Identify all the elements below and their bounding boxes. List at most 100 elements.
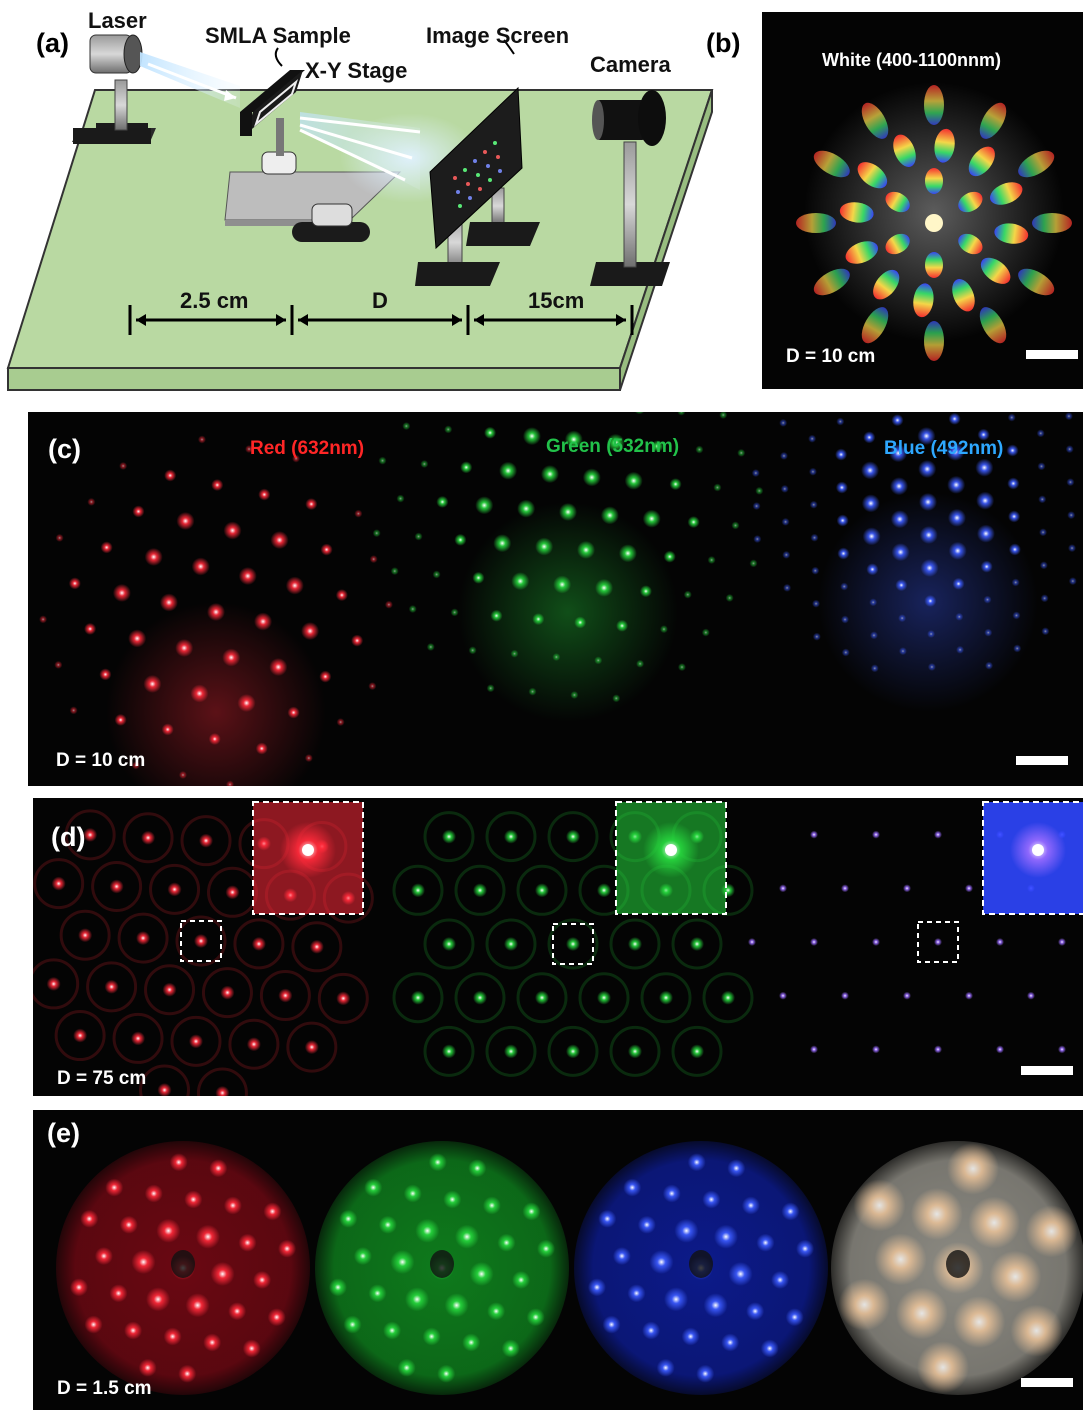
- spectral-spot: [979, 102, 1007, 139]
- diffraction-spot: [339, 1209, 358, 1228]
- diffraction-spot: [1040, 594, 1049, 603]
- diffraction-spot: [209, 1159, 228, 1178]
- diffraction-spot: [144, 547, 163, 566]
- diffraction-spot: [1013, 644, 1022, 653]
- spectral-spot: [994, 223, 1029, 244]
- diffraction-spot: [253, 1270, 272, 1289]
- diffraction-spot: [215, 1085, 230, 1096]
- diffraction-spot: [687, 1153, 706, 1172]
- diffraction-spot: [552, 653, 561, 662]
- diffraction-spot: [161, 723, 174, 736]
- diffraction-spot: [396, 494, 405, 503]
- diffraction-spot: [197, 435, 206, 444]
- spectral-spot: [924, 85, 944, 125]
- diffraction-spot: [749, 559, 758, 568]
- diffraction-spot: [895, 1287, 948, 1340]
- panel-d-scale-bar: [1021, 1066, 1073, 1075]
- diffraction-spot: [948, 412, 961, 425]
- diffraction-spot: [927, 629, 936, 638]
- diffraction-spot: [1068, 544, 1077, 553]
- rgb-diffraction-patterns-10cm: [39, 412, 1077, 786]
- diffraction-spot: [1058, 938, 1066, 946]
- diffraction-spot: [703, 1293, 728, 1318]
- diffraction-spot: [175, 638, 194, 657]
- diffraction-spot: [677, 663, 686, 672]
- diffraction-spot: [582, 468, 601, 487]
- diffraction-spot: [304, 1040, 319, 1055]
- diffraction-spot: [443, 1190, 462, 1209]
- diffraction-spot: [649, 1250, 674, 1275]
- diffraction-spot: [796, 1239, 815, 1258]
- diffraction-spot: [891, 543, 910, 562]
- diffraction-spot: [812, 599, 821, 608]
- diffraction-spot: [1010, 1304, 1063, 1357]
- diffraction-spot: [1012, 611, 1021, 620]
- zoom-inset: [252, 801, 364, 915]
- spectral-spot: [813, 150, 850, 178]
- diffraction-spot: [810, 830, 818, 839]
- diffraction-spot: [132, 505, 145, 518]
- diffraction-spot: [402, 422, 411, 431]
- diffraction-spot: [690, 937, 704, 951]
- setup-diagram: [6, 34, 714, 391]
- diffraction-spot: [636, 659, 645, 668]
- green-caption: Green (532nm): [546, 436, 680, 457]
- diffraction-spot: [245, 445, 254, 454]
- diffraction-spot: [83, 827, 98, 842]
- panel-e-scale-bar: [1021, 1378, 1073, 1387]
- diffraction-spot: [674, 1218, 699, 1243]
- diffraction-spot: [223, 1196, 242, 1215]
- diffraction-spot: [659, 625, 668, 634]
- diffraction-spot: [540, 465, 559, 484]
- spectral-spot: [925, 168, 943, 194]
- diffraction-spot: [707, 556, 716, 565]
- diffraction-spot: [84, 622, 97, 635]
- diffraction-spot: [634, 412, 645, 415]
- diffraction-spot: [454, 533, 467, 546]
- diffraction-spot: [468, 646, 477, 655]
- diffraction-spot: [109, 1284, 128, 1303]
- diffraction-spot: [811, 566, 820, 575]
- diffraction-spot: [624, 471, 643, 490]
- diffraction-spot: [947, 1142, 1000, 1195]
- diffraction-spot: [1058, 1045, 1066, 1054]
- diffraction-spot: [432, 570, 441, 579]
- diffraction-spot: [408, 605, 417, 614]
- diffraction-spot: [752, 502, 761, 511]
- diffraction-spot: [701, 628, 710, 637]
- diffraction-spot: [612, 1247, 631, 1266]
- smla-sample-label: SMLA Sample: [205, 23, 351, 48]
- diffraction-spot: [162, 982, 177, 997]
- diffraction-spot: [225, 885, 240, 900]
- diffraction-spot: [336, 718, 345, 727]
- diffraction-spot: [838, 1278, 891, 1331]
- diffraction-spot: [420, 459, 429, 468]
- diffraction-spot: [246, 1037, 261, 1052]
- diffraction-spot: [143, 674, 162, 693]
- diffraction-spot: [746, 1302, 765, 1321]
- diffraction-spot: [526, 1308, 545, 1327]
- diffraction-spot: [677, 412, 686, 416]
- diffraction-spot: [537, 1239, 556, 1258]
- diffraction-spot: [783, 583, 792, 592]
- diffraction-spot: [737, 448, 746, 457]
- zoom-box: [552, 923, 594, 965]
- diffraction-spot: [210, 1261, 235, 1286]
- diffraction-spot: [535, 537, 554, 556]
- diffraction-spot: [916, 1341, 969, 1394]
- diffraction-spot: [965, 991, 973, 1000]
- diffraction-spot: [836, 514, 849, 527]
- diffraction-spot: [504, 937, 518, 951]
- diffraction-spot: [934, 938, 942, 946]
- spectral-spot: [958, 191, 983, 213]
- diffraction-spot: [320, 543, 333, 556]
- diffraction-spot: [270, 531, 289, 550]
- diffraction-spot: [87, 497, 96, 506]
- diffraction-spot: [984, 628, 993, 637]
- diffraction-spot: [131, 1250, 156, 1275]
- diffraction-spot: [372, 529, 381, 538]
- diffraction-spot: [1066, 478, 1075, 487]
- diffraction-spot: [504, 829, 518, 844]
- diffraction-spot: [156, 1218, 181, 1243]
- diffraction-spot: [785, 1308, 804, 1327]
